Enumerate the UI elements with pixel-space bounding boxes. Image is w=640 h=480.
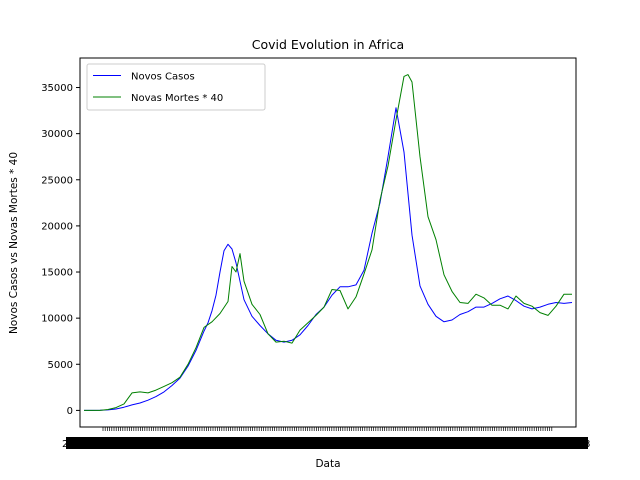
series-line-novas-mortes [84, 74, 572, 411]
x-axis-label: Data [315, 458, 340, 470]
y-tick-label: 20000 [41, 221, 73, 232]
legend-box [86, 63, 266, 111]
y-tick-label: 10000 [41, 314, 73, 325]
y-tick-label: 30000 [41, 129, 73, 140]
x-tick-label-overlap-left: 2 [62, 439, 68, 450]
series-line-novos-casos [84, 107, 573, 411]
chart-title: Covid Evolution in Africa [252, 37, 404, 52]
legend-label-novas-mortes: Novas Mortes * 40 [131, 93, 223, 104]
y-tick-label: 35000 [41, 83, 73, 94]
legend-label-novos-casos: Novos Casos [131, 72, 195, 83]
x-ticks [66, 427, 588, 449]
plot-area [79, 57, 577, 428]
y-tick-label: 15000 [41, 268, 73, 279]
x-tick-labels-overlap [66, 437, 588, 449]
plot-frame [79, 57, 577, 428]
y-tick-label: 5000 [48, 360, 73, 371]
y-axis-label: Novos Casos vs Novas Mortes * 40 [8, 152, 20, 334]
y-tick-label: 0 [67, 406, 73, 417]
legend: Novos Casos Novas Mortes * 40 [86, 63, 266, 111]
x-tick-label-overlap-right: 8 [584, 439, 590, 450]
y-ticks: 0 5000 10000 15000 20000 25000 30000 35000 [41, 83, 80, 417]
series-lines [84, 74, 573, 411]
y-tick-label: 25000 [41, 175, 73, 186]
